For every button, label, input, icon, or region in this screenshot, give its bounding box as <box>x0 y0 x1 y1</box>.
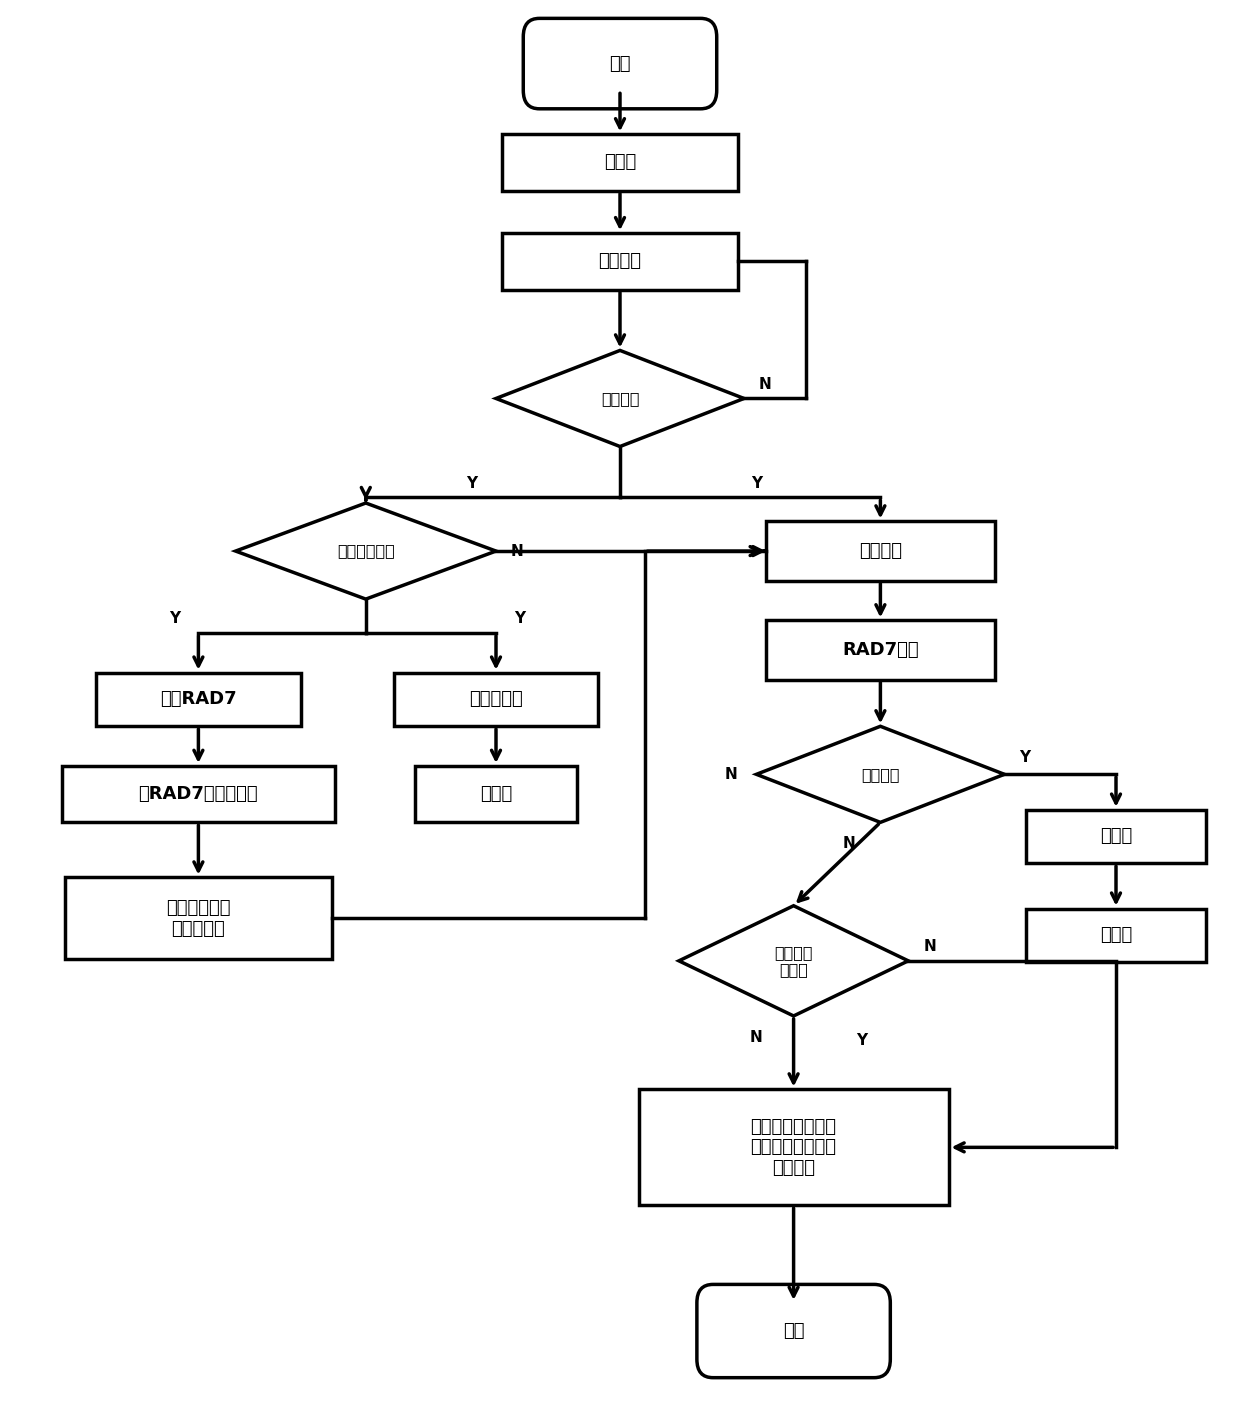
Text: 建立网络: 建立网络 <box>599 253 641 270</box>
FancyBboxPatch shape <box>523 18 717 109</box>
Text: 开始: 开始 <box>609 55 631 72</box>
Text: Y: Y <box>751 476 761 490</box>
Text: N: N <box>725 767 738 781</box>
Text: N: N <box>511 544 523 558</box>
Text: 红外传感
器信号: 红外传感 器信号 <box>774 945 813 976</box>
Bar <box>1025 810 1205 863</box>
Bar <box>394 673 599 726</box>
Text: 控制RAD7: 控制RAD7 <box>160 691 237 708</box>
Text: 结束: 结束 <box>782 1323 805 1340</box>
Bar <box>1025 909 1205 962</box>
Bar <box>62 766 335 822</box>
Text: N: N <box>843 836 856 852</box>
Bar <box>639 1089 949 1205</box>
Text: 串口数据: 串口数据 <box>859 543 901 560</box>
Text: 收到无线信号: 收到无线信号 <box>337 544 394 558</box>
Text: 报警灯: 报警灯 <box>1100 927 1132 944</box>
Bar <box>97 673 300 726</box>
Text: 报警灯: 报警灯 <box>480 786 512 803</box>
Bar <box>502 233 738 290</box>
Bar <box>502 134 738 191</box>
Text: 控制继电器: 控制继电器 <box>469 691 523 708</box>
Polygon shape <box>496 350 744 447</box>
Text: 收到信号: 收到信号 <box>600 391 640 406</box>
FancyBboxPatch shape <box>697 1284 890 1378</box>
Text: N: N <box>923 940 936 954</box>
Text: 超过阈信: 超过阈信 <box>861 767 900 781</box>
Bar <box>415 766 577 822</box>
Polygon shape <box>236 503 496 599</box>
Polygon shape <box>680 906 908 1016</box>
Text: Y: Y <box>857 1033 867 1048</box>
Polygon shape <box>756 726 1004 822</box>
Bar <box>765 620 994 680</box>
Text: Y: Y <box>466 476 476 490</box>
Text: 继电器: 继电器 <box>1100 828 1132 845</box>
Bar <box>765 521 994 581</box>
Text: 将氡浓度、传感器
和报警灯数据发达
到协调器: 将氡浓度、传感器 和报警灯数据发达 到协调器 <box>750 1118 837 1177</box>
Text: N: N <box>750 1030 763 1046</box>
Text: N: N <box>759 377 771 391</box>
Text: Y: Y <box>1019 750 1030 764</box>
Text: RAD7数据: RAD7数据 <box>842 642 919 658</box>
Text: Y: Y <box>169 612 180 626</box>
Text: Y: Y <box>515 612 526 626</box>
Text: 将氡浓度数据
发送到串口: 将氡浓度数据 发送到串口 <box>166 899 231 938</box>
Text: 向RAD7发送读命令: 向RAD7发送读命令 <box>139 786 258 803</box>
Text: 初始化: 初始化 <box>604 154 636 171</box>
Bar <box>66 877 332 959</box>
